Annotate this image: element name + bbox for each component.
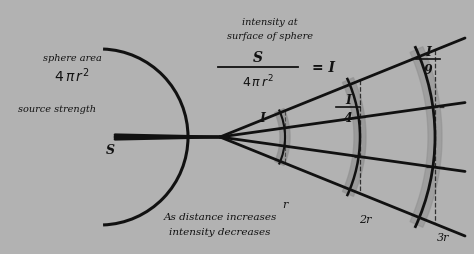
- Text: source strength: source strength: [18, 105, 96, 114]
- Text: surface of sphere: surface of sphere: [227, 31, 313, 40]
- Text: $4\,\pi\,r^2$: $4\,\pi\,r^2$: [242, 73, 274, 90]
- Text: sphere area: sphere area: [43, 53, 101, 62]
- Text: As distance increases: As distance increases: [164, 213, 277, 222]
- Text: S: S: [106, 143, 115, 156]
- Polygon shape: [410, 47, 442, 227]
- Text: 4: 4: [344, 111, 352, 124]
- Text: = I: = I: [312, 61, 335, 75]
- Text: S: S: [253, 51, 263, 65]
- Polygon shape: [275, 109, 290, 166]
- Text: intensity at: intensity at: [242, 18, 298, 26]
- Text: I: I: [425, 45, 431, 58]
- Text: intensity decreases: intensity decreases: [169, 228, 271, 236]
- Polygon shape: [342, 78, 366, 197]
- Text: I: I: [259, 111, 265, 124]
- Text: 2r: 2r: [359, 214, 371, 224]
- Text: 3r: 3r: [437, 232, 449, 242]
- Text: r: r: [283, 199, 288, 209]
- Text: $4\,\pi\,r^2$: $4\,\pi\,r^2$: [55, 67, 90, 85]
- Text: 9: 9: [424, 63, 432, 76]
- Text: I: I: [345, 93, 351, 106]
